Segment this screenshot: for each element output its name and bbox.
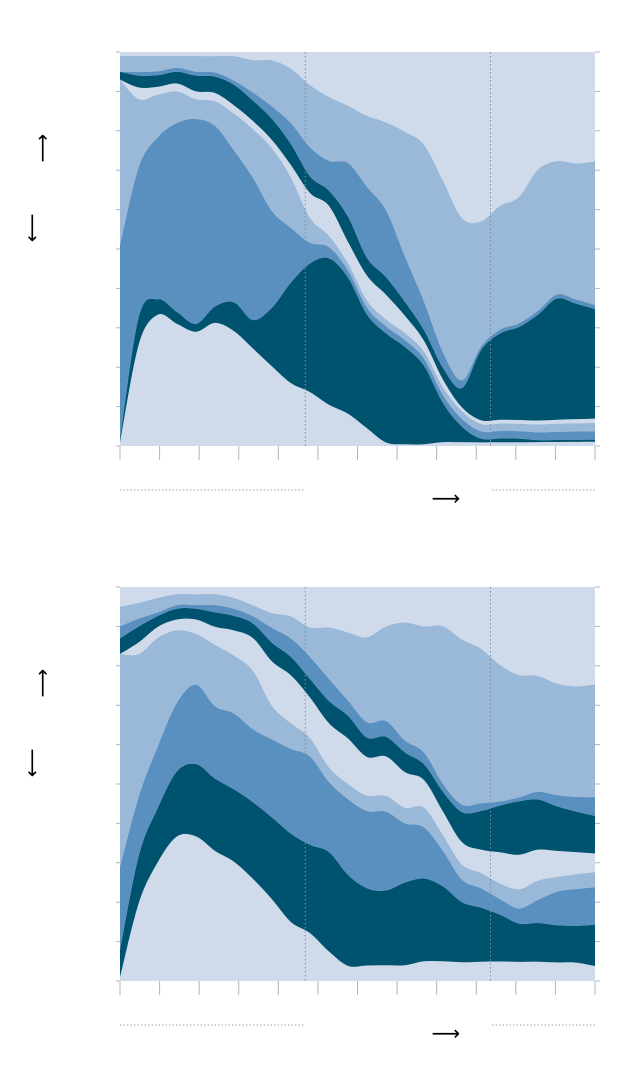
area-layer-6	[120, 607, 595, 855]
area-layer-2	[120, 763, 595, 978]
axis-ticks	[116, 586, 600, 995]
chart-panel-bottom: ⟶ ⟶ ⟶	[0, 535, 637, 1075]
y-down-arrow: ⟶	[21, 214, 45, 243]
area-layer-6	[120, 71, 595, 422]
x-right-arrow: ⟶	[432, 486, 461, 510]
x-right-arrow: ⟶	[432, 1021, 461, 1045]
area-layer-2	[120, 257, 595, 445]
area-layer-1	[120, 833, 595, 981]
chart-panel-top: ⟶ ⟶ ⟶	[21, 51, 600, 510]
area-layer-1	[120, 313, 595, 446]
chart-svg-bottom: ⟶ ⟶ ⟶	[21, 586, 600, 1045]
y-down-arrow: ⟶	[21, 749, 45, 778]
area-layer-5	[120, 618, 595, 890]
area-layers	[120, 52, 595, 446]
area-layer-9	[120, 52, 595, 224]
area-layer-7	[120, 67, 595, 389]
area-layer-9	[120, 587, 595, 687]
area-layer-8	[120, 593, 595, 806]
reference-lines	[304, 52, 491, 446]
area-layer-4	[120, 79, 595, 433]
reference-lines	[304, 587, 491, 981]
y-up-arrow: ⟶	[30, 134, 54, 163]
area-layer-3	[120, 684, 595, 950]
area-layers	[120, 587, 595, 981]
area-layer-4	[120, 630, 595, 909]
area-layer-3	[120, 118, 595, 441]
area-layer-7	[120, 604, 595, 816]
axis-ticks	[116, 51, 600, 460]
y-up-arrow: ⟶	[30, 669, 54, 698]
area-layer-8	[120, 55, 595, 381]
chart-svg-top: ⟶ ⟶ ⟶	[21, 51, 600, 510]
